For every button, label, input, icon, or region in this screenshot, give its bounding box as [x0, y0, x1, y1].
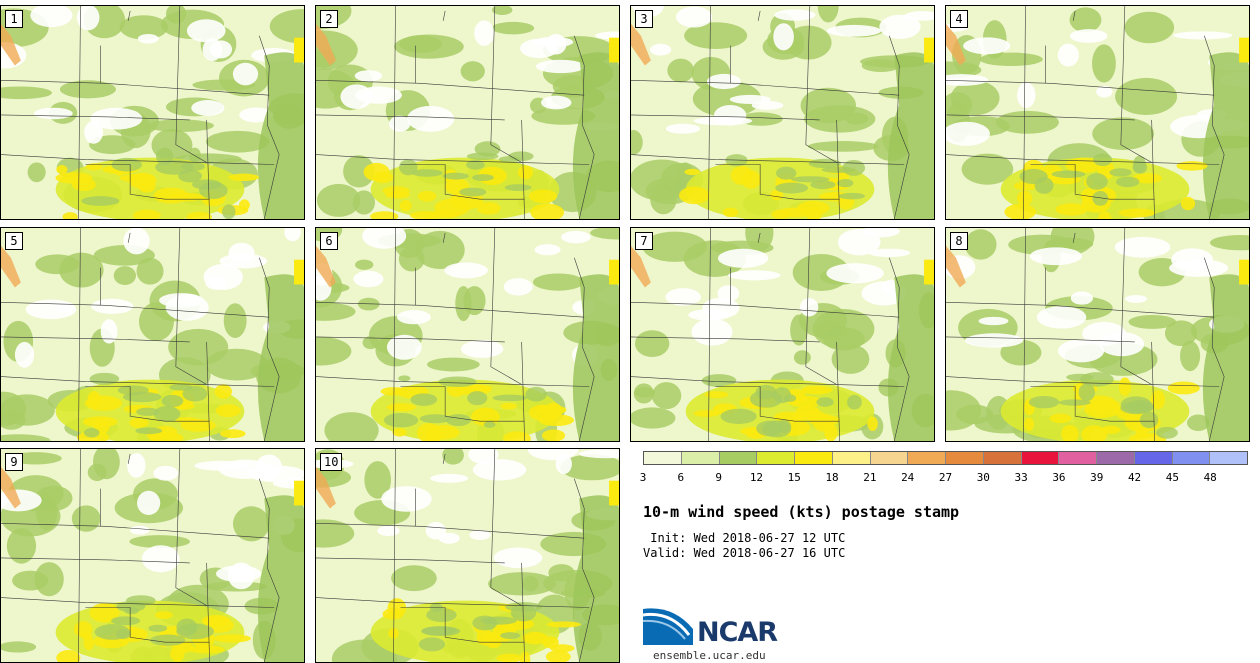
wind-field: [631, 6, 934, 219]
init-time: Init: Wed 2018-06-27 12 UTC: [643, 531, 846, 545]
map-panel-7: 7: [630, 227, 935, 442]
map-panel-6: 6: [315, 227, 620, 442]
map-panel-4: 4: [945, 5, 1250, 220]
wind-field: [316, 449, 619, 662]
map-panel-9: 9: [0, 448, 305, 663]
wind-field: [1, 6, 304, 219]
wind-field: [1, 228, 304, 441]
colorbar-swatch: [1097, 452, 1135, 464]
map-panel-1: 1: [0, 5, 305, 220]
colorbar-swatch: [870, 452, 909, 464]
panel-label: 6: [320, 232, 338, 250]
colorbar-swatch: [644, 452, 682, 464]
colorbar-swatch: [757, 452, 795, 464]
colorbar-tick: 42: [1127, 471, 1142, 484]
colorbar-tick: 24: [901, 471, 915, 484]
map-panel-5: 5: [0, 227, 305, 442]
colorbar-swatch: [719, 452, 758, 464]
wind-field: [316, 228, 619, 441]
colorbar-tick: 9: [715, 471, 722, 484]
map-panel-3: 3: [630, 5, 935, 220]
colorbar-swatch: [681, 452, 720, 464]
colorbar-tick: 3: [639, 471, 647, 484]
wind-field: [1, 449, 304, 662]
colorbar-swatch: [1172, 452, 1211, 464]
colorbar: [643, 451, 1248, 465]
panel-label: 8: [950, 232, 968, 250]
colorbar-swatch: [1134, 452, 1173, 464]
panel-label: 2: [320, 10, 338, 28]
colorbar-tick: 15: [787, 471, 801, 484]
ncar-logo-icon: [643, 608, 693, 645]
colorbar-swatch: [1210, 452, 1247, 464]
colorbar-tick: 45: [1165, 471, 1179, 484]
colorbar-swatch: [795, 452, 833, 464]
colorbar-ticks: 3 6 9 12 15 18 21 24 27 30 33 36 39 42 45 48: [639, 471, 1248, 485]
panel-label: 1: [5, 10, 23, 28]
colorbar-tick: 30: [976, 471, 990, 484]
colorbar-swatch: [832, 452, 871, 464]
site-url: ensemble.ucar.edu: [653, 649, 766, 662]
panel-label: 3: [635, 10, 653, 28]
panel-label: 9: [5, 453, 23, 471]
wind-field: [316, 6, 619, 219]
colorbar-tick: 21: [863, 471, 877, 484]
panel-label: 10: [320, 453, 343, 471]
colorbar-tick: 39: [1090, 471, 1104, 484]
colorbar-tick: 6: [677, 471, 685, 484]
colorbar-tick: 18: [825, 471, 839, 484]
colorbar-tick: 33: [1014, 471, 1028, 484]
colorbar-tick: 27: [938, 471, 953, 484]
colorbar-tick: 48: [1203, 471, 1217, 484]
panel-label: 5: [5, 232, 23, 250]
wind-field: [946, 228, 1249, 441]
colorbar-swatch: [946, 452, 984, 464]
colorbar-swatch: [1059, 452, 1097, 464]
colorbar-tick: 12: [749, 471, 764, 484]
plot-title: 10-m wind speed (kts) postage stamp: [643, 503, 960, 521]
ncar-logo-text: NCAR: [697, 617, 778, 648]
map-panel-2: 2: [315, 5, 620, 220]
colorbar-swatch: [1021, 452, 1060, 464]
wind-field: [631, 228, 934, 441]
map-panel-8: 8: [945, 227, 1250, 442]
valid-time: Valid: Wed 2018-06-27 16 UTC: [643, 546, 846, 560]
wind-field: [946, 6, 1249, 219]
colorbar-swatch: [908, 452, 946, 464]
colorbar-swatch: [983, 452, 1022, 464]
panel-label: 4: [950, 10, 968, 28]
panel-label: 7: [635, 232, 653, 250]
colorbar-tick: 36: [1052, 471, 1066, 484]
map-panel-10: 10: [315, 448, 620, 663]
